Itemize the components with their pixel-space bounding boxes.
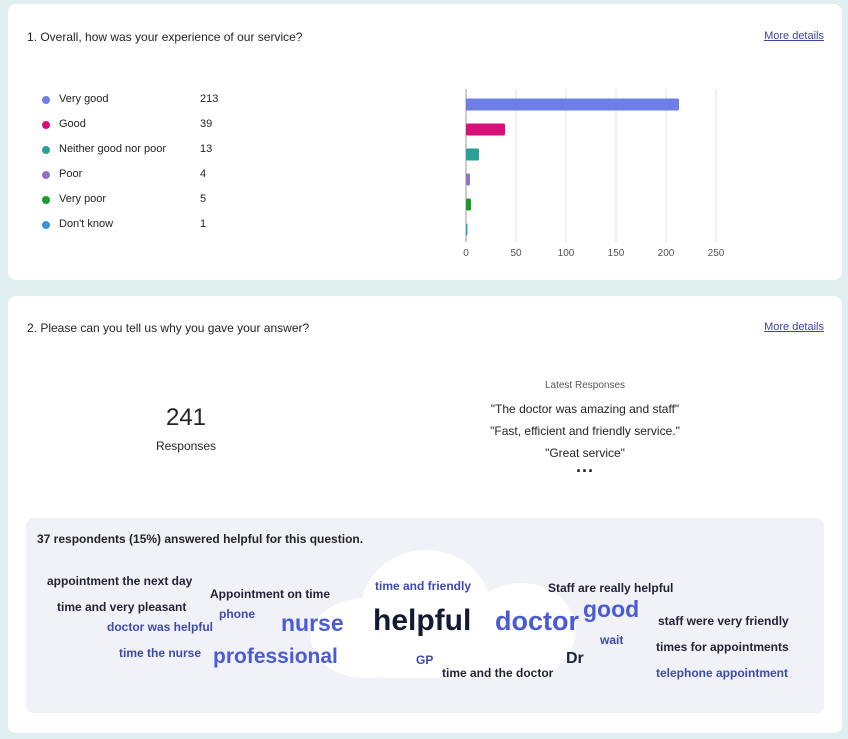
- word-cloud-term[interactable]: time and very pleasant: [57, 600, 187, 614]
- legend-count: 13: [200, 143, 213, 155]
- question-2-card: 2. Please can you tell us why you gave y…: [8, 296, 842, 733]
- legend-item: Poor 4: [42, 167, 242, 183]
- bar-don-t-know[interactable]: [466, 223, 468, 236]
- word-cloud-term[interactable]: doctor was helpful: [107, 620, 214, 634]
- word-cloud-term[interactable]: GP: [416, 653, 434, 667]
- word-cloud-term[interactable]: Dr: [566, 650, 584, 667]
- legend-dot: [42, 196, 50, 204]
- word-cloud-term[interactable]: times for appointments: [656, 640, 789, 654]
- legend-dot: [42, 146, 50, 154]
- q2-more-details-link[interactable]: More details: [764, 321, 824, 333]
- legend-label: Don't know: [59, 218, 114, 230]
- question-1-title: 1. Overall, how was your experience of o…: [27, 30, 303, 44]
- word-cloud-term[interactable]: staff were very friendly: [658, 614, 789, 628]
- legend-item: Don't know 1: [42, 217, 242, 233]
- word-cloud-term[interactable]: Staff are really helpful: [548, 581, 674, 595]
- word-cloud-summary: 37 respondents (15%) answered helpful fo…: [37, 532, 364, 546]
- bar-very-poor[interactable]: [466, 198, 471, 211]
- legend-label: Very poor: [59, 193, 107, 205]
- q1-bar-chart: 0 50 100 150 200 250: [463, 89, 725, 259]
- legend-dot: [42, 171, 50, 179]
- word-cloud-term[interactable]: time and friendly: [375, 579, 472, 593]
- x-tick-label: 100: [558, 248, 575, 259]
- legend-label: Poor: [59, 168, 83, 180]
- word-cloud-panel: 37 respondents (15%) answered helpful fo…: [26, 518, 824, 713]
- x-tick-label: 250: [708, 248, 725, 259]
- legend-item: Good 39: [42, 117, 242, 133]
- word-cloud-term[interactable]: professional: [213, 645, 338, 668]
- bar-neither-good-nor-poor[interactable]: [466, 148, 479, 161]
- legend-label: Very good: [59, 93, 109, 105]
- legend-item: Very good 213: [42, 92, 242, 108]
- legend-dot: [42, 121, 50, 129]
- response-count-label: Responses: [155, 439, 217, 453]
- word-cloud-term[interactable]: helpful: [373, 604, 472, 637]
- legend-label: Good: [59, 118, 86, 130]
- latest-response: "The doctor was amazing and staff": [490, 402, 680, 416]
- word-cloud-term[interactable]: good: [583, 596, 640, 622]
- x-tick-label: 0: [463, 248, 469, 259]
- legend-count: 4: [200, 168, 207, 180]
- legend-label: Neither good nor poor: [59, 143, 167, 155]
- question-2-title: 2. Please can you tell us why you gave y…: [27, 321, 310, 335]
- word-cloud-term[interactable]: time and the doctor: [442, 666, 554, 680]
- x-tick-label: 50: [510, 248, 522, 259]
- response-count: 241: [165, 404, 207, 431]
- legend-dot: [42, 96, 50, 104]
- legend-count: 1: [200, 218, 207, 230]
- x-tick-label: 150: [608, 248, 625, 259]
- bar-very-good[interactable]: [466, 98, 679, 111]
- legend-count: 5: [200, 193, 207, 205]
- q1-more-details-link[interactable]: More details: [764, 30, 824, 42]
- word-cloud-term[interactable]: doctor: [495, 606, 579, 636]
- bar-poor[interactable]: [466, 173, 470, 186]
- latest-response: "Fast, efficient and friendly service.": [490, 424, 680, 438]
- legend-count: 39: [200, 118, 213, 130]
- question-1-card: 1. Overall, how was your experience of o…: [8, 4, 842, 280]
- latest-response: "Great service": [545, 446, 625, 460]
- word-cloud-term[interactable]: telephone appointment: [656, 666, 788, 680]
- word-cloud-term[interactable]: phone: [219, 607, 255, 621]
- legend-item: Very poor 5: [42, 192, 242, 208]
- word-cloud-term[interactable]: Appointment on time: [210, 587, 330, 601]
- word-cloud-term[interactable]: wait: [600, 633, 624, 647]
- latest-responses-title: Latest Responses: [544, 380, 626, 391]
- word-cloud-term[interactable]: time the nurse: [119, 646, 202, 660]
- word-cloud-term[interactable]: appointment the next day: [47, 574, 193, 588]
- legend-item: Neither good nor poor 13: [42, 142, 242, 158]
- word-cloud-term[interactable]: nurse: [281, 610, 344, 636]
- more-responses-ellipsis[interactable]: ...: [575, 456, 594, 476]
- cloud-shape: [356, 613, 566, 678]
- bar-good[interactable]: [466, 123, 505, 136]
- x-tick-label: 200: [658, 248, 675, 259]
- legend-count: 213: [200, 93, 219, 105]
- legend-dot: [42, 221, 50, 229]
